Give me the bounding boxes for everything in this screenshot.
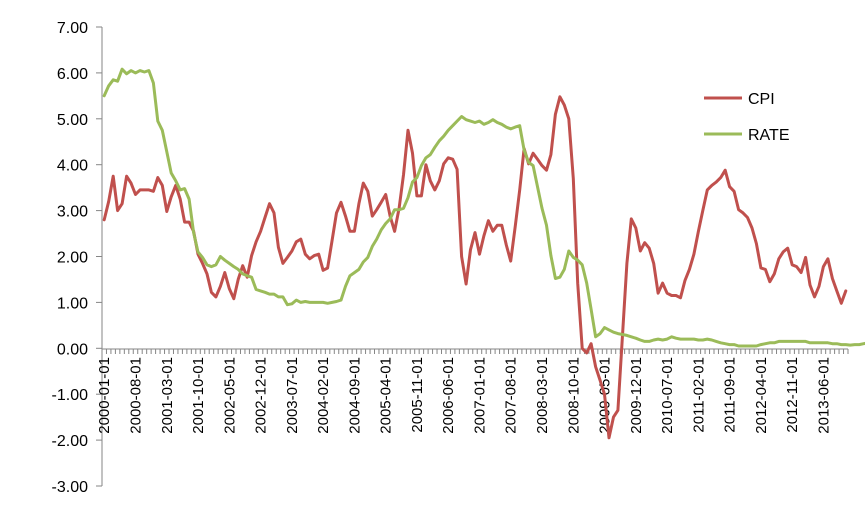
x-tick-label: 2001-03-01 — [159, 357, 176, 434]
y-tick-label: -1.00 — [52, 387, 89, 404]
x-tick-label: 2004-02-01 — [315, 357, 332, 434]
x-tick-label: 2000-01-01 — [96, 357, 113, 434]
x-tick-label: 2006-06-01 — [440, 357, 457, 434]
series-layer — [102, 67, 865, 440]
x-tick-label: 2007-08-01 — [503, 357, 520, 434]
x-tick-label: 2008-03-01 — [534, 357, 551, 434]
x-tick-label: 2013-06-01 — [815, 357, 832, 434]
x-tick-label: 2007-01-01 — [471, 357, 488, 434]
series-line-rate — [102, 67, 865, 348]
x-axis: 2000-01-01 2000-08-01 2001-03-01 2001-10-01… — [96, 348, 849, 434]
y-tick-label: 5.00 — [57, 112, 88, 129]
legend-label-rate: RATE — [748, 127, 789, 144]
series-line-cpi — [102, 95, 848, 440]
y-tick-label: -3.00 — [52, 479, 89, 496]
x-tick-label: 2005-11-01 — [409, 357, 426, 433]
y-tick-label: 0.00 — [57, 341, 88, 358]
x-tick-label: 2005-04-01 — [378, 357, 395, 434]
x-tick-label: 2011-02-01 — [690, 357, 707, 433]
x-tick-label: 2003-07-01 — [284, 357, 301, 434]
x-tick-label: 2008-10-01 — [565, 357, 582, 434]
x-tick-label: 2009-12-01 — [628, 357, 645, 434]
x-tick-label: 2002-05-01 — [221, 357, 238, 434]
legend-label-cpi: CPI — [748, 91, 775, 108]
y-tick-label: 7.00 — [57, 20, 88, 37]
x-tick-label: 2002-12-01 — [253, 357, 270, 434]
y-tick-label: -2.00 — [52, 433, 89, 450]
y-tick-label: 6.00 — [57, 66, 88, 83]
x-tick-label: 2012-11-01 — [784, 357, 801, 433]
y-tick-label: 4.00 — [57, 158, 88, 175]
y-axis: 7.00 6.00 5.00 4.00 3.00 2.00 1.00 0.00 -1.00 -2.… — [52, 20, 103, 496]
y-tick-label: 1.00 — [57, 295, 88, 312]
x-tick-label: 2000-08-01 — [128, 357, 145, 434]
x-tick-label: 2004-09-01 — [346, 357, 363, 434]
x-tick-label: 2010-07-01 — [659, 357, 676, 434]
legend: CPI RATE — [704, 91, 789, 144]
x-tick-label: 2001-10-01 — [190, 357, 207, 434]
y-tick-label: 2.00 — [57, 250, 88, 267]
x-tick-label: 2012-04-01 — [753, 357, 770, 434]
y-tick-label: 3.00 — [57, 204, 88, 221]
x-tick-label: 2011-09-01 — [722, 357, 739, 433]
